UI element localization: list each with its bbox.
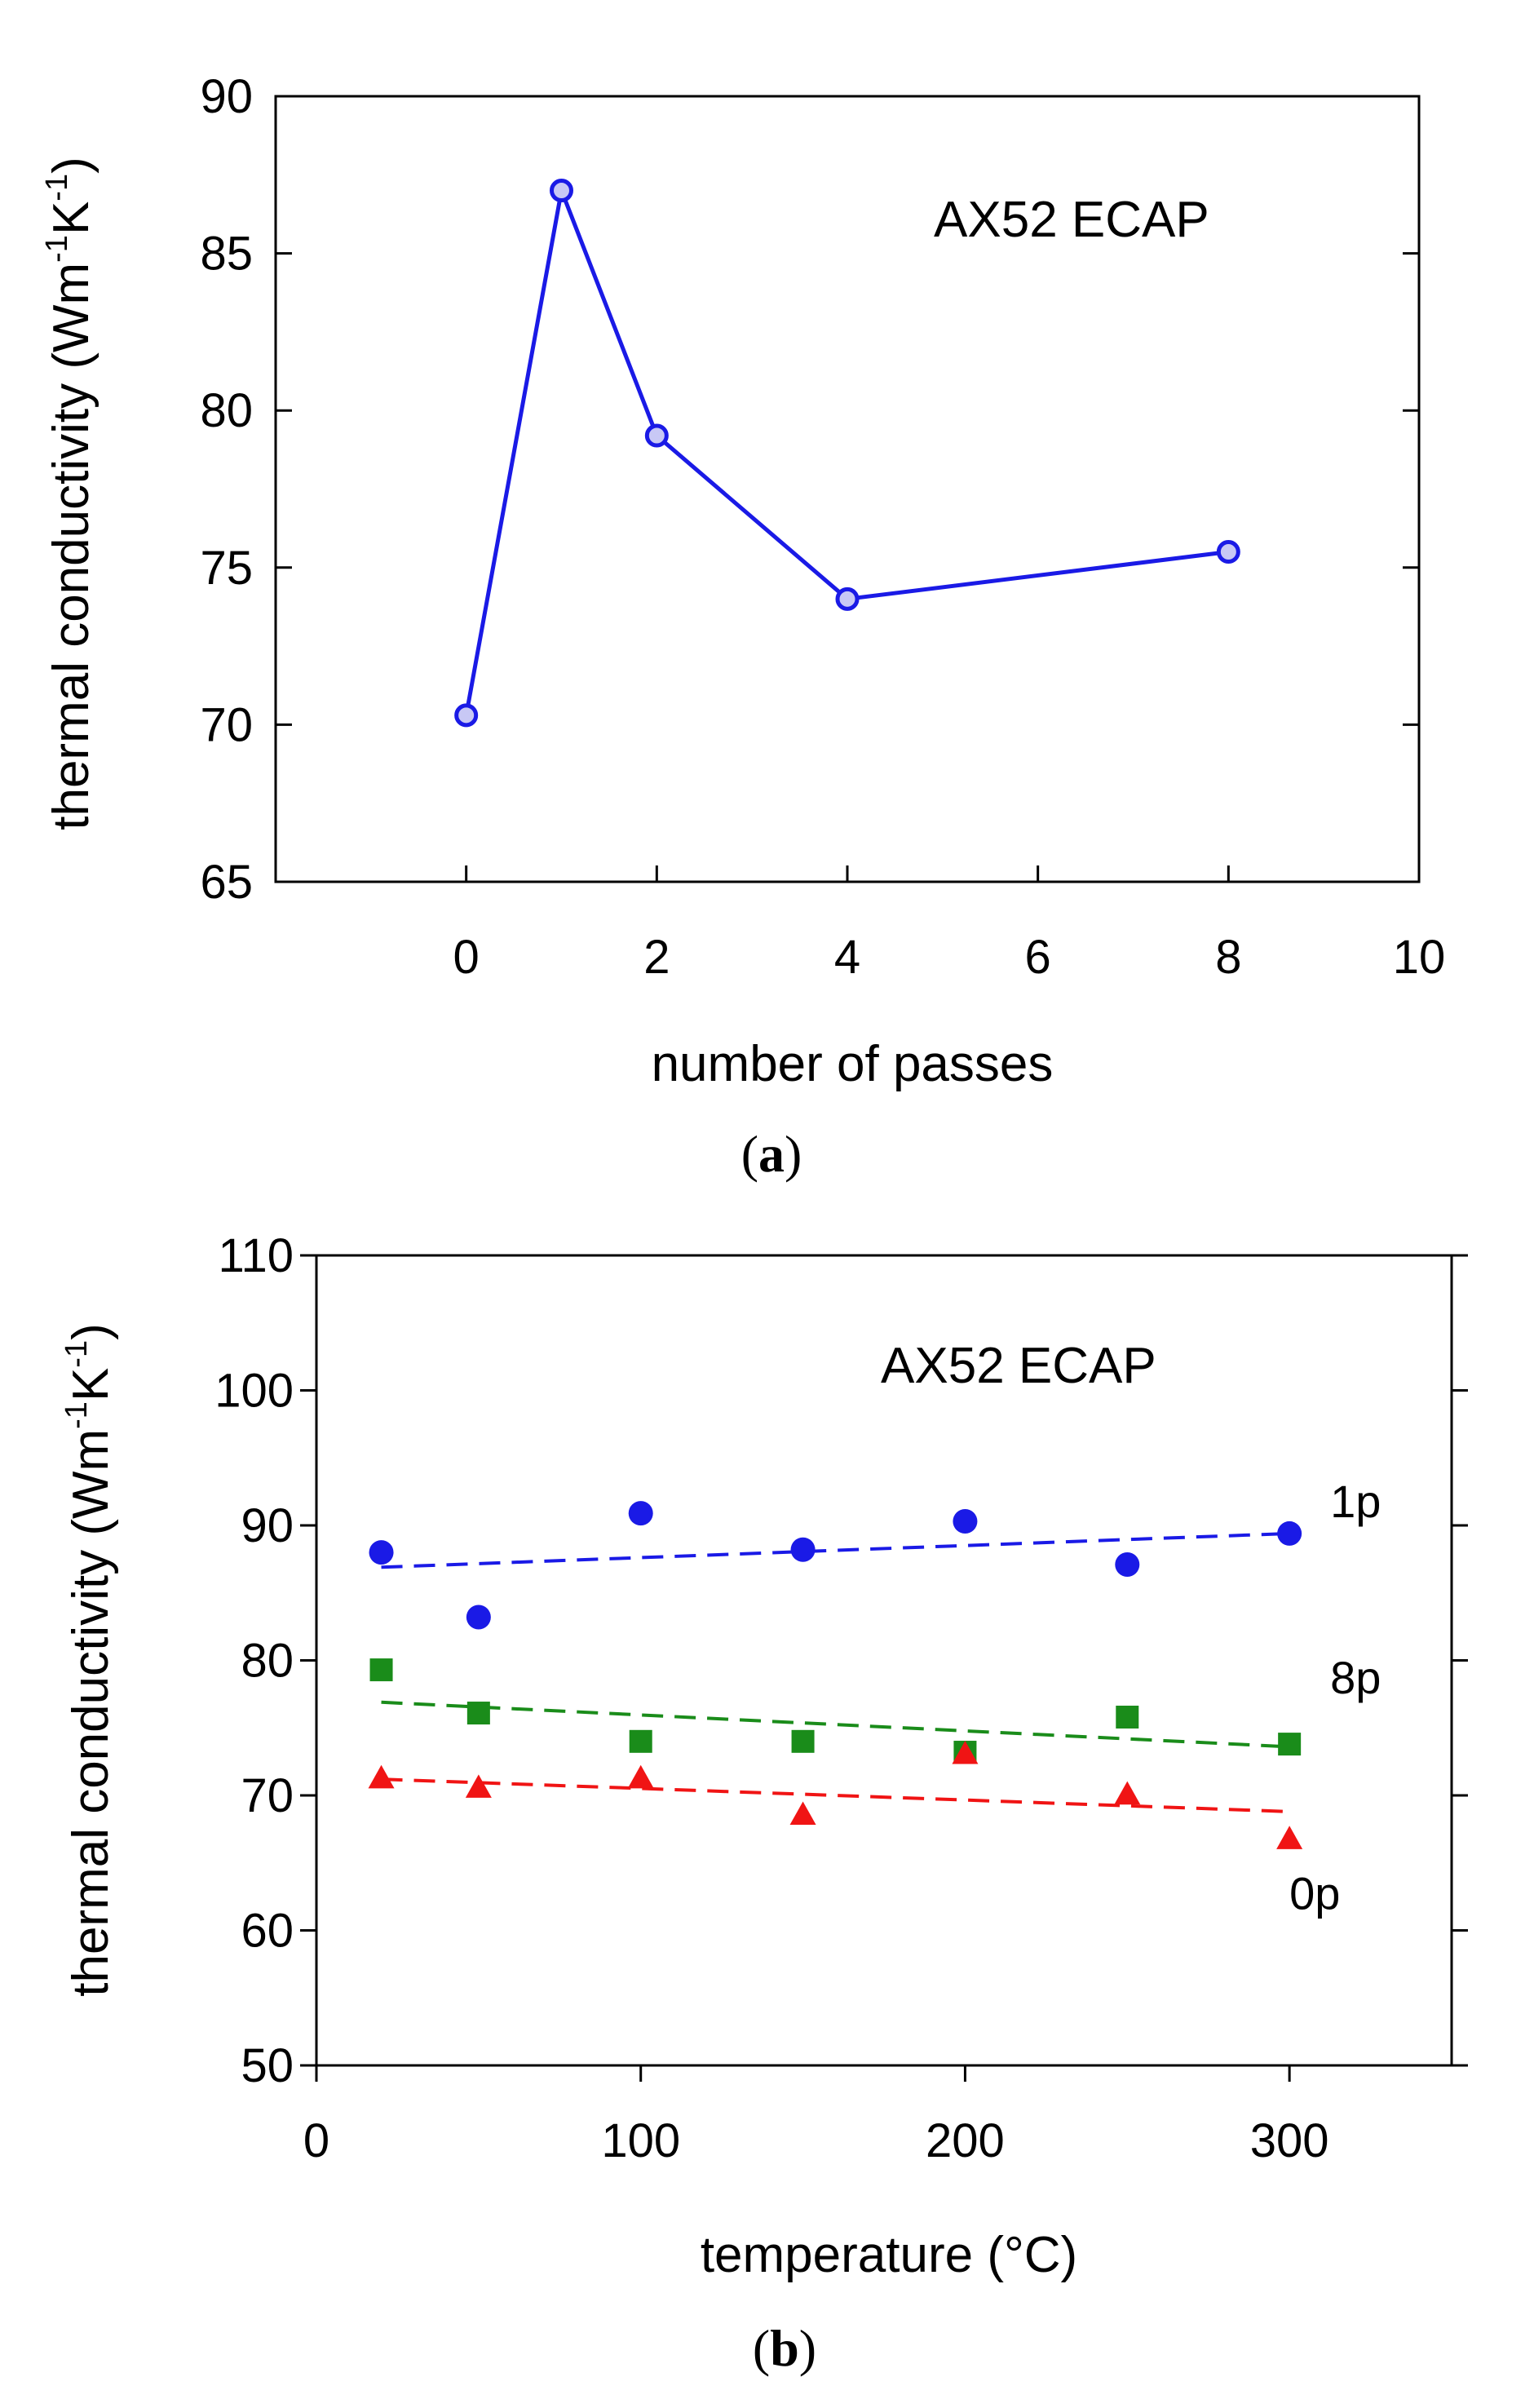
x-tick-label-a-0: 0 bbox=[453, 931, 480, 984]
y-axis-title-b-sup1: -1 bbox=[60, 1401, 94, 1429]
data-point-b-1p-4 bbox=[953, 1509, 978, 1534]
panel-label-b-open: ( bbox=[753, 2319, 770, 2377]
data-point-b-1p-1 bbox=[466, 1605, 491, 1630]
x-axis-title-a: number of passes bbox=[652, 1036, 1054, 1092]
series-label-b-1p: 1p bbox=[1330, 1476, 1381, 1527]
panel-label-a-close: ) bbox=[785, 1125, 802, 1183]
data-point-b-8p-2 bbox=[629, 1729, 652, 1753]
y-tick-label-b-5: 100 bbox=[214, 1365, 294, 1418]
series-label-b-0p: 0p bbox=[1289, 1868, 1340, 1919]
panel-label-a-letter: a bbox=[758, 1125, 785, 1183]
y-tick-label-b-3: 80 bbox=[241, 1635, 294, 1688]
chart-panel-a: 65 70 75 80 85 90 0 2 4 6 8 10 AX52 ECAP number of… bbox=[40, 70, 1445, 1183]
x-axis-title-b: temperature (°C) bbox=[701, 2227, 1077, 2283]
x-axis-ticks-a: 0 2 4 6 8 10 bbox=[453, 865, 1446, 984]
data-point-b-0p-1 bbox=[465, 1774, 492, 1798]
panel-label-b-close: ) bbox=[799, 2319, 816, 2377]
series-line-a-ax52-ecap bbox=[464, 183, 1229, 716]
y-axis-ticks-b: 50 60 70 80 90 100 110 bbox=[214, 1229, 1468, 2092]
x-tick-label-a-5: 10 bbox=[1393, 931, 1446, 984]
data-point-a-ax52-ecap-2 bbox=[644, 423, 669, 448]
data-point-b-8p-1 bbox=[466, 1702, 490, 1725]
data-point-b-0p-2 bbox=[627, 1764, 654, 1789]
y-tick-label-a-4: 85 bbox=[200, 228, 253, 281]
data-point-b-8p-6 bbox=[1278, 1733, 1302, 1756]
x-tick-label-a-2: 4 bbox=[834, 931, 860, 984]
data-point-a-ax52-ecap-3 bbox=[835, 587, 860, 611]
x-axis-ticks-b: 0 100 200 300 bbox=[303, 2065, 1329, 2167]
y-tick-label-b-4: 90 bbox=[241, 1499, 294, 1552]
y-axis-title-b-close: ) bbox=[63, 1323, 119, 1340]
series-layer-a bbox=[454, 179, 1240, 728]
y-tick-label-b-1: 60 bbox=[241, 1905, 294, 1958]
data-point-b-0p-5 bbox=[1114, 1781, 1141, 1805]
y-tick-label-a-1: 70 bbox=[200, 698, 253, 751]
x-tick-label-a-1: 2 bbox=[643, 931, 670, 984]
x-tick-label-a-3: 6 bbox=[1025, 931, 1051, 984]
plot-frame-a bbox=[274, 95, 1421, 883]
data-point-b-8p-0 bbox=[369, 1658, 393, 1682]
x-tick-label-b-1: 100 bbox=[601, 2114, 680, 2167]
data-point-b-1p-6 bbox=[1277, 1520, 1302, 1546]
panel-label-a: (a) bbox=[741, 1125, 802, 1183]
y-axis-title-a-mid: K bbox=[43, 201, 99, 235]
panel-label-b-letter: b bbox=[770, 2319, 799, 2377]
data-point-b-1p-0 bbox=[369, 1540, 394, 1565]
data-point-b-0p-6 bbox=[1276, 1826, 1303, 1849]
annotation-a: AX52 ECAP bbox=[934, 192, 1209, 248]
y-axis-title-a-close: ) bbox=[43, 157, 99, 174]
y-tick-label-a-5: 90 bbox=[200, 70, 253, 123]
y-tick-label-a-3: 80 bbox=[200, 384, 253, 437]
x-tick-label-a-4: 8 bbox=[1215, 931, 1241, 984]
data-point-b-8p-5 bbox=[1116, 1706, 1139, 1729]
y-axis-title-b-mid: K bbox=[63, 1368, 119, 1401]
y-tick-label-b-2: 70 bbox=[241, 1769, 294, 1822]
series-layer-b: 1p 8p 0p bbox=[368, 1476, 1381, 1919]
y-axis-title-b-main: thermal conductivity (Wm bbox=[63, 1429, 119, 1997]
data-point-b-0p-4 bbox=[952, 1740, 979, 1764]
data-point-b-0p-3 bbox=[789, 1801, 816, 1826]
panel-label-b: (b) bbox=[753, 2319, 816, 2377]
y-tick-label-a-0: 65 bbox=[200, 856, 253, 909]
data-point-b-1p-5 bbox=[1115, 1551, 1140, 1577]
fit-line-b-0p bbox=[381, 1777, 1290, 1813]
data-point-a-ax52-ecap-4 bbox=[1216, 540, 1240, 564]
data-point-b-1p-3 bbox=[790, 1537, 816, 1562]
y-axis-title-b: thermal conductivity (Wm-1K-1) bbox=[60, 1323, 119, 1997]
fit-line-b-1p bbox=[381, 1531, 1290, 1569]
y-axis-title-a-main: thermal conductivity (Wm bbox=[43, 263, 99, 830]
data-point-a-ax52-ecap-1 bbox=[550, 179, 573, 203]
chart-panel-b: 50 60 70 80 90 100 110 0 100 200 300 1p 8p 0p AX52 … bbox=[60, 1229, 1468, 2377]
y-axis-title-a-sup2: -1 bbox=[40, 174, 74, 201]
data-point-b-1p-2 bbox=[628, 1501, 653, 1526]
x-tick-label-b-3: 300 bbox=[1250, 2114, 1329, 2167]
data-point-b-8p-3 bbox=[791, 1729, 815, 1753]
data-point-a-ax52-ecap-0 bbox=[454, 703, 479, 728]
y-axis-title-b-sup2: -1 bbox=[60, 1340, 94, 1368]
fit-line-b-8p bbox=[381, 1700, 1290, 1749]
y-tick-label-b-6: 110 bbox=[219, 1229, 294, 1282]
series-label-b-8p: 8p bbox=[1330, 1652, 1381, 1703]
annotation-b: AX52 ECAP bbox=[881, 1338, 1156, 1394]
y-axis-title-a-sup1: -1 bbox=[40, 235, 74, 263]
y-axis-ticks-a: 65 70 75 80 85 90 bbox=[200, 70, 1419, 909]
x-tick-label-b-2: 200 bbox=[926, 2114, 1005, 2167]
y-axis-title-a: thermal conductivity (Wm-1K-1) bbox=[40, 157, 99, 830]
x-tick-label-b-0: 0 bbox=[303, 2114, 329, 2167]
panel-label-a-open: ( bbox=[741, 1125, 758, 1183]
data-point-b-0p-0 bbox=[368, 1764, 395, 1789]
y-tick-label-a-2: 75 bbox=[200, 542, 253, 595]
y-tick-label-b-0: 50 bbox=[241, 2039, 294, 2092]
